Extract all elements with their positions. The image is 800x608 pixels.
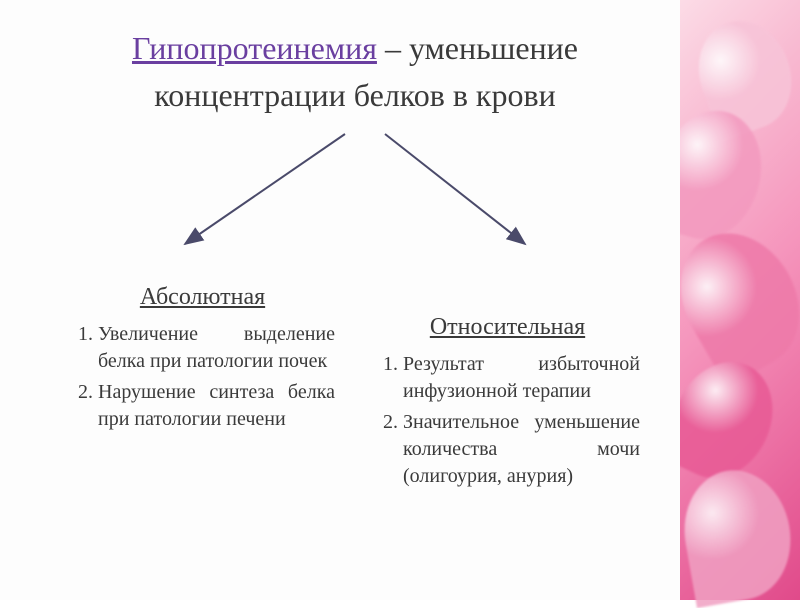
title-separator: – <box>377 30 409 66</box>
flower-background <box>670 0 800 600</box>
title-term: Гипопротеинемия <box>132 30 377 66</box>
slide-content: Гипопротеинемия – уменьшение концентраци… <box>0 0 680 600</box>
branch-right: Относительная Результат избыточной инфуз… <box>375 314 640 494</box>
slide-title: Гипопротеинемия – уменьшение <box>60 30 650 67</box>
arrow-right <box>385 134 525 244</box>
branch-right-list: Результат избыточной инфузионной терапии… <box>375 351 640 490</box>
flower-petal <box>675 462 800 608</box>
branch-right-title: Относительная <box>375 314 640 341</box>
list-item: Увеличение выделение белка при патологии… <box>98 321 335 375</box>
slide-title-line2: концентрации белков в крови <box>60 77 650 114</box>
list-item: Результат избыточной инфузионной терапии <box>403 351 640 405</box>
title-rest-1: уменьшение <box>409 30 578 66</box>
arrow-left <box>185 134 345 244</box>
branches-container: Абсолютная Увеличение выделение белка пр… <box>60 284 650 494</box>
list-item: Значительное уменьшение количества мочи … <box>403 409 640 490</box>
branch-arrows <box>95 124 615 264</box>
title-rest-2: концентрации белков в крови <box>154 77 555 113</box>
list-item: Нарушение синтеза белка при патологии пе… <box>98 379 335 433</box>
branch-left-title: Абсолютная <box>70 284 335 311</box>
branch-left: Абсолютная Увеличение выделение белка пр… <box>70 284 335 494</box>
branch-left-list: Увеличение выделение белка при патологии… <box>70 321 335 433</box>
